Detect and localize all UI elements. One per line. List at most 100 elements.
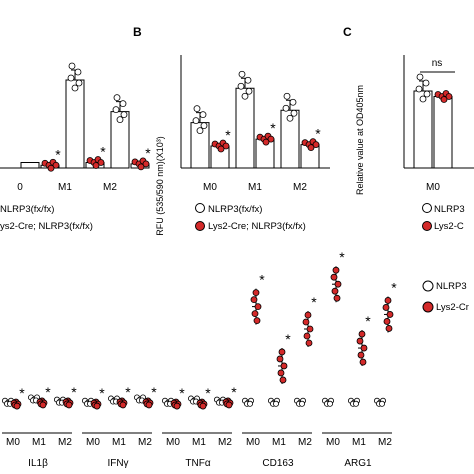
panel-d-pt-ko-3-0-1 [250,296,258,304]
panel-d-pt-ko-4-0-2 [334,280,342,288]
panel-d-pt-wt-4-0-4 [326,400,333,407]
legend-d-ko-marker [422,301,434,313]
panel-d-star-0-2: * [71,384,77,400]
panel-d-tick-4-0: M0 [326,437,340,448]
panel-b-pt-wt-M0-4 [196,127,204,135]
panel-c-pt-ko-M0-4 [440,96,448,103]
panel-d-group-label-4: ARG1 [344,458,372,469]
panel-b-pt-ko-M2-4 [307,144,315,152]
panel-b-pt-wt-M1-2 [237,82,245,90]
panel-d-star-1-2: * [151,384,157,400]
panel-a-pt-wt-M2-2 [112,106,120,114]
legend-c-wt-marker [422,203,432,213]
legend-c-ko-label: Lys2-C [434,221,464,232]
panel-d-tick-1-2: M2 [138,437,152,448]
panel-b-pt-wt-M1-0 [238,70,246,78]
panel-a-pt-ko-M2-4 [137,163,145,171]
panel-d-star-2-1: * [205,385,211,401]
panel-b-pt-wt-M2-4 [286,114,294,122]
panel-c-pt-wt-M0-0 [416,73,424,81]
panel-d-pt-ko-4-1-2 [360,344,368,352]
panel-c-tick-M0: M0 [426,182,440,193]
panel-d-star-4-2: * [391,279,397,295]
panel-a-bar-wt-M2 [110,111,130,169]
panel-c-pt-wt-M0-3 [423,90,431,98]
legend-d-wt-marker [422,280,434,292]
panel-d-pt-ko-3-1-4 [279,376,287,384]
panel-b-star-M1: * [270,120,276,136]
panel-d-star-1-0: * [99,385,105,401]
panel-a-pt-ko-M2-3 [142,160,150,168]
panel-d-pt-ko-4-1-4 [359,358,367,366]
panel-d-tick-3-1: M1 [272,437,286,448]
panel-b-pt-ko-M0-3 [222,142,230,150]
panel-d-pt-ko-4-2-2 [386,311,394,318]
panel-d-star-2-2: * [231,384,237,400]
panel-d-star-1-1: * [125,384,131,400]
panel-a-pt-wt-M1-1 [74,68,82,76]
panel-a-pt-wt-M1-2 [67,74,75,82]
panel-d-tick-0-2: M2 [58,437,72,448]
panel-d-star-3-0: * [259,272,265,288]
panel-d-star-3-2: * [311,294,317,310]
panel-d-pt-ko-2-0-4 [173,402,181,410]
panel-d-pt-ko-4-1-3 [357,351,365,359]
panel-d-pt-ko-3-2-0 [304,311,312,319]
panel-b-pt-wt-M0-0 [193,105,201,113]
legend-a-wt-label: NLRP3(fx/fx) [0,204,54,215]
legend-b-wt-marker [195,203,205,213]
panel-a-pt-wt-M2-3 [120,111,128,119]
panel-c-letter: C [343,25,352,39]
panel-b-pt-ko-M1-4 [262,138,270,146]
legend-b-ko-label: Lys2-Cre; NLRP3(fx/fx) [208,221,306,232]
panel-d-group-label-0: IL1β [28,458,48,469]
panel-b-star-M0: * [225,127,231,143]
panel-b-bar-wt-M2 [280,109,300,169]
panel-b-pt-ko-M2-3 [312,141,320,149]
panel-a-tick-M1: M1 [58,182,72,193]
panel-d-star-3-1: * [285,331,291,347]
panel-d-pt-ko-4-2-1 [382,304,390,311]
panel-b-bar-wt-M0 [190,122,210,169]
panel-d-pt-wt-4-2-4 [378,400,385,407]
panel-d-pt-ko-3-1-3 [277,369,285,377]
panel-b-pt-wt-M2-0 [283,92,291,100]
ns-label: ns [432,58,443,69]
panel-a-pt-wt-M1-4 [71,84,79,92]
legend-b-wt-label: NLRP3(fx/fx) [208,204,262,215]
panel-d-tick-4-2: M2 [378,437,392,448]
panel-b-letter: B [133,25,142,39]
panel-d-pt-wt-3-2-4 [298,400,305,407]
panel-b-pt-wt-M0-2 [192,117,200,125]
panel-c-pt-wt-M0-1 [422,79,430,87]
panel-d-pt-ko-3-0-2 [254,303,262,311]
panel-a-star-M0: * [55,146,61,162]
panel-d-tick-1-1: M1 [112,437,126,448]
panel-a-pt-wt-M2-1 [119,100,127,108]
panel-d-pt-ko-4-0-4 [333,294,341,302]
panel-a-pt-wt-M1-0 [68,62,76,70]
legend-b-ko-marker [195,221,205,231]
panel-b-pt-wt-M2-3 [290,109,298,117]
panel-a-star-M2: * [145,145,151,161]
panel-d-group-label-1: IFNγ [107,458,128,469]
panel-c-pt-wt-M0-2 [415,85,423,93]
panel-b-tick-M0: M0 [203,182,217,193]
panel-d-star-4-0: * [339,249,345,265]
panel-b-pt-wt-M2-2 [282,104,290,112]
panel-b-ylabel: RFU (535/590 nm)(X10³) [155,136,165,236]
panel-d-pt-ko-3-2-4 [305,339,313,347]
legend-markers-layer [195,203,434,313]
panel-a-bar-wt-M1 [65,79,85,169]
panel-d-tick-4-1: M1 [352,437,366,448]
panel-c-pt-ko-M0-3 [445,93,453,100]
legend-c-ko-marker [422,221,432,231]
panel-b-pt-wt-M0-1 [199,111,207,119]
panel-d-pt-ko-4-2-0 [384,297,392,304]
panel-b-pt-wt-M2-1 [289,98,297,106]
panel-b-pt-wt-M1-3 [245,87,253,95]
panel-b-pt-wt-M1-4 [241,92,249,100]
panel-a-tick-M0: 0 [17,182,23,193]
legend-d-wt-label: NLRP3 [436,281,467,292]
panel-a-pt-wt-M2-4 [116,116,124,124]
